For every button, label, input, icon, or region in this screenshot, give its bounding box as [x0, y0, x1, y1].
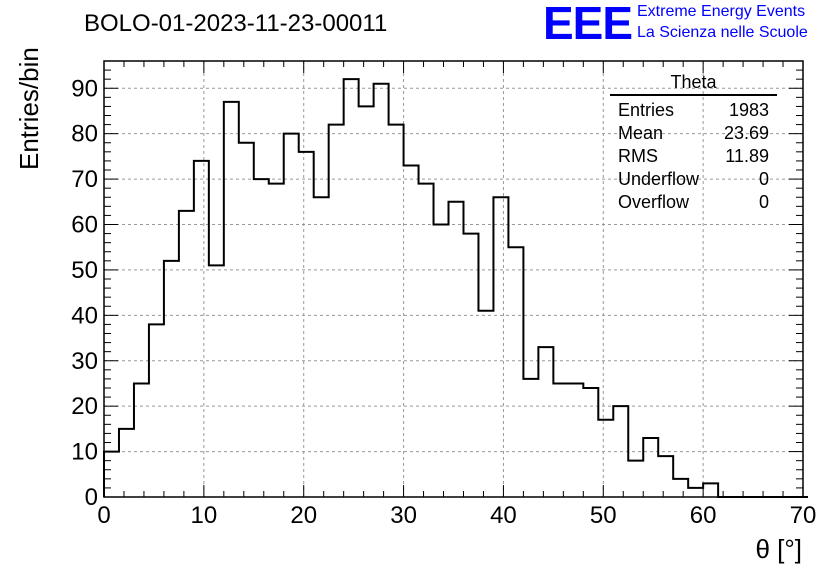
stats-value: 23.69	[723, 123, 769, 143]
y-axis-label: Entries/bin	[14, 47, 44, 170]
stats-label: Entries	[618, 100, 675, 120]
y-tick-label: 30	[71, 348, 98, 375]
stats-row-underflow: Underflow 0	[610, 168, 777, 191]
logo-line-1: Extreme Energy Events	[637, 3, 806, 20]
stats-title: Theta	[610, 72, 777, 96]
y-tick-label: 90	[71, 75, 98, 102]
stats-row-mean: Mean 23.69	[610, 122, 777, 145]
stats-label: Underflow	[618, 169, 700, 189]
y-tick-label: 40	[71, 302, 98, 329]
grid-lines	[104, 61, 803, 497]
stats-row-rms: RMS 11.89	[610, 145, 777, 168]
stats-value: 0	[758, 169, 769, 189]
x-tick-label: 10	[191, 502, 218, 529]
stats-value: 0	[758, 192, 769, 212]
y-tick-label: 0	[85, 484, 98, 511]
x-tick-label: 30	[390, 502, 417, 529]
chart-title: BOLO-01-2023-11-23-00011	[84, 10, 388, 37]
y-tick-label: 70	[71, 166, 98, 193]
stats-box: Theta Entries 1983 Mean 23.69 RMS 11.89 Und…	[610, 72, 777, 214]
x-tick-label: 50	[590, 502, 617, 529]
eee-logo: EEE	[543, 0, 633, 49]
x-axis-label: θ [°]	[755, 534, 802, 564]
stats-label: Mean	[618, 123, 664, 143]
x-tick-label: 70	[790, 502, 817, 529]
histogram-step-line	[103, 78, 808, 498]
plot-frame	[103, 60, 804, 498]
y-tick-label: 80	[71, 121, 98, 148]
y-tick-label: 50	[71, 257, 98, 284]
tick-labels: 0 10 20 30 40 50 60 70 0 10 20 30 40 50 60 70 80 90	[71, 75, 816, 529]
y-tick-label: 60	[71, 212, 98, 239]
logo-line-2: La Scienza nelle Scuole	[637, 24, 808, 41]
y-tick-label: 10	[71, 439, 98, 466]
stats-value: 1983	[728, 100, 769, 120]
x-tick-label: 20	[290, 502, 317, 529]
stats-label: Overflow	[618, 192, 690, 212]
stats-label: RMS	[618, 146, 658, 166]
x-tick-label: 60	[690, 502, 717, 529]
axis-ticks	[103, 60, 804, 498]
x-tick-label: 0	[97, 502, 110, 529]
stats-row-entries: Entries 1983	[610, 99, 777, 122]
stats-value: 11.89	[725, 146, 769, 166]
x-tick-label: 40	[490, 502, 517, 529]
stats-row-overflow: Overflow 0	[610, 191, 777, 214]
y-tick-label: 20	[71, 393, 98, 420]
